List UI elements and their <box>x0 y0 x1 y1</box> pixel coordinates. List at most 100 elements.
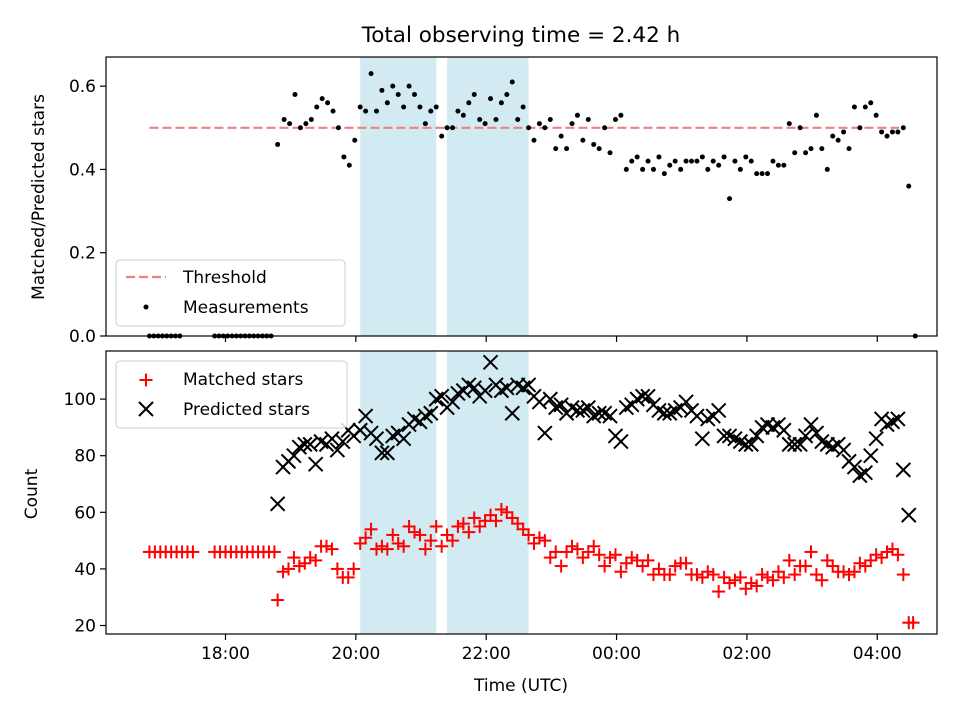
measurement-point <box>412 91 418 97</box>
top-chart-title: Total observing time = 2.42 h <box>361 23 681 48</box>
measurement-point <box>395 91 401 97</box>
matched-star-point <box>906 616 920 630</box>
measurement-point <box>439 133 445 139</box>
matched-star-point <box>864 553 878 567</box>
x-tick-label: 20:00 <box>331 644 380 664</box>
predicted-star-point <box>374 445 390 461</box>
measurement-point <box>368 71 374 77</box>
y-tick-label: 60 <box>74 503 96 523</box>
matched-star-point <box>679 556 693 570</box>
measurement-point <box>765 171 771 177</box>
top-shaded-intervals <box>360 57 529 336</box>
matched-star-point <box>598 559 612 573</box>
matched-star-point <box>391 536 405 550</box>
measurement-point <box>830 133 836 139</box>
matched-star-point <box>341 570 355 584</box>
predicted-star-point <box>895 462 912 478</box>
matched-star-point <box>668 559 682 573</box>
shaded-interval <box>360 351 437 634</box>
predicted-star-point <box>368 431 385 447</box>
predicted-star-point <box>857 464 874 481</box>
predicted-star-point <box>901 507 917 523</box>
matched-star-point <box>690 568 704 582</box>
measurement-point <box>737 166 743 172</box>
predicted-star-point <box>395 431 412 447</box>
matched-star-point <box>267 545 281 559</box>
matched-star-point <box>353 536 367 550</box>
predicted-star-point <box>743 436 759 453</box>
matched-star-point <box>402 519 416 533</box>
measurement-point <box>623 166 629 172</box>
matched-star-point <box>788 568 802 582</box>
top-y-ticks: 0.0 0.2 0.4 0.6 <box>69 77 106 347</box>
measurement-point <box>346 162 352 168</box>
measurement-point <box>477 116 483 122</box>
matched-star-point <box>364 522 378 536</box>
matched-star-point <box>505 511 519 525</box>
measurement-point <box>547 116 553 122</box>
measurement-point <box>792 150 798 156</box>
measurement-point <box>580 137 586 143</box>
measurement-point <box>319 96 325 102</box>
y-tick-label: 80 <box>74 447 96 467</box>
measurement-point <box>689 158 695 164</box>
matched-star-point <box>359 531 373 545</box>
matched-star-point <box>347 562 361 576</box>
matched-star-point <box>309 553 323 567</box>
predicted-star-point <box>781 436 797 453</box>
matched-star-point <box>516 522 530 536</box>
measurement-point <box>417 104 423 110</box>
x-axis-label: Time (UTC) <box>473 676 568 696</box>
measurement-point <box>488 96 494 102</box>
y-tick-label: 0.4 <box>69 160 96 180</box>
matched-star-point <box>815 573 829 587</box>
matched-star-point <box>527 536 541 550</box>
measurement-point <box>569 121 575 127</box>
matched-star-point <box>896 568 910 582</box>
measurement-point <box>504 91 510 97</box>
y-tick-label: 20 <box>74 617 96 637</box>
bottom-y-ticks: 20 40 60 80 100 <box>64 390 106 637</box>
predicted-stars-points <box>269 354 917 523</box>
measurement-point <box>325 100 331 106</box>
measurement-point <box>330 108 336 114</box>
matched-star-point <box>494 502 508 516</box>
matched-star-point <box>614 565 628 579</box>
matched-star-point <box>625 551 639 565</box>
top-panel: 0.0 0.2 0.4 0.6 Matched/Predicted stars Thr… <box>29 56 938 347</box>
matched-star-point <box>891 548 905 562</box>
measurement-point <box>667 162 673 168</box>
measurement-point <box>574 112 580 118</box>
matched-star-point <box>380 542 394 556</box>
measurement-point <box>308 116 314 122</box>
measurement-point <box>721 154 727 160</box>
matched-star-point <box>809 568 823 582</box>
matched-star-point <box>799 559 813 573</box>
predicted-star-point <box>640 388 656 404</box>
matched-star-point <box>418 542 432 556</box>
x-tick-label: 04:00 <box>853 644 902 664</box>
measurement-point <box>585 116 591 122</box>
matched-star-point <box>543 551 557 565</box>
measurement-point <box>281 116 287 122</box>
matched-star-point <box>271 593 285 607</box>
legend-measurements-swatch <box>143 304 149 310</box>
matched-star-point <box>755 568 769 582</box>
measurement-point <box>672 158 678 164</box>
matched-star-point <box>820 553 834 567</box>
matched-star-point <box>744 576 758 590</box>
matched-star-point <box>532 531 546 545</box>
predicted-star-point <box>846 459 863 475</box>
matched-star-point <box>761 570 775 584</box>
matched-star-point <box>397 539 411 553</box>
measurement-point <box>401 104 407 110</box>
predicted-star-point <box>329 442 346 458</box>
measurement-point <box>287 121 293 127</box>
matched-star-point <box>554 559 568 573</box>
matched-stars-points <box>142 502 920 630</box>
measurement-point <box>428 108 434 114</box>
predicted-star-point <box>379 445 396 461</box>
matched-star-point <box>408 525 422 539</box>
measurement-point <box>422 121 428 127</box>
measurement-point <box>607 150 613 156</box>
